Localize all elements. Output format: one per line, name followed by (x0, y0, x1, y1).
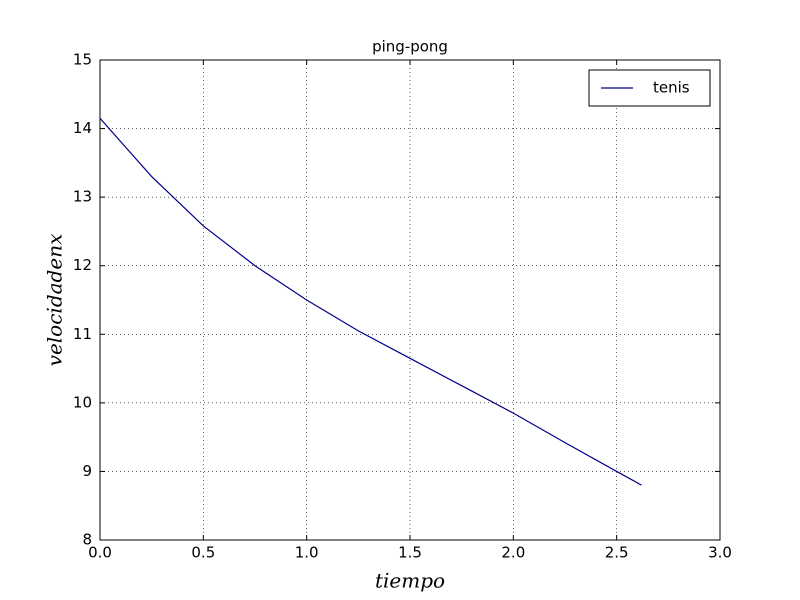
y-tick-label: 8 (82, 531, 92, 549)
plot-frame (99, 59, 721, 541)
y-tick-label: 14 (73, 119, 92, 137)
x-tick-label: 1.5 (398, 544, 422, 562)
x-tick-label: 2.0 (501, 544, 525, 562)
x-tick-label: 0.0 (88, 544, 112, 562)
chart-title: ping-pong (372, 38, 448, 56)
data-line (99, 117, 642, 486)
y-tick-label: 15 (73, 51, 92, 69)
y-tick-label: 13 (73, 188, 92, 206)
y-tick-label: 10 (73, 393, 92, 411)
x-tick-label: 2.5 (605, 544, 629, 562)
y-tick-label: 9 (82, 462, 92, 480)
legend-label: tenis (653, 79, 690, 97)
x-axis-label: tiempo (375, 569, 445, 593)
y-tick-label: 12 (73, 256, 92, 274)
x-tick-label: 0.5 (191, 544, 215, 562)
y-axis-label: velocidadenx (43, 234, 67, 367)
x-tick-label: 3.0 (708, 544, 732, 562)
y-tick-label: 11 (73, 325, 92, 343)
x-tick-label: 1.0 (295, 544, 319, 562)
